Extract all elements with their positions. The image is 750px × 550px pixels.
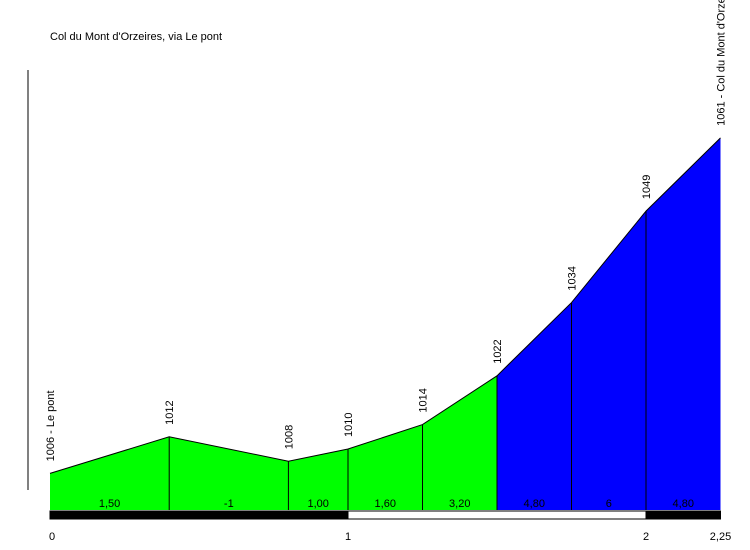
elevation-label: 1034 <box>567 266 579 290</box>
gradient-label: -1 <box>224 498 234 510</box>
elevation-label: 1006 - Le pont <box>45 390 57 461</box>
elevation-label: 1008 <box>283 425 295 449</box>
x-tick-label: 2,25 <box>710 531 731 543</box>
elevation-label: 1061 - Col du Mont d'Orzeires <box>716 0 728 126</box>
profile-segment <box>571 211 646 510</box>
profile-segment <box>646 137 721 510</box>
gradient-label: 1,50 <box>99 498 120 510</box>
gradient-label: 4,80 <box>524 498 545 510</box>
profile-segment <box>348 424 423 510</box>
profile-segment <box>497 302 572 510</box>
chart-title: Col du Mont d'Orzeires, via Le pont <box>50 31 223 43</box>
profile-segment <box>50 436 170 510</box>
gradient-label: 1,60 <box>375 498 396 510</box>
elevation-label: 1014 <box>418 388 430 412</box>
elevation-label: 1022 <box>492 339 504 363</box>
scale-bar-block <box>49 510 349 520</box>
gradient-label: 6 <box>606 498 612 510</box>
x-tick-label: 1 <box>345 531 351 543</box>
gradient-label: 3,20 <box>449 498 470 510</box>
profile-segment <box>422 375 497 510</box>
elevation-label: 1010 <box>343 413 355 437</box>
profile-segment <box>169 436 289 510</box>
gradient-label: 1,00 <box>307 498 328 510</box>
gradient-label: 4,80 <box>673 498 694 510</box>
x-tick-label: 0 <box>49 531 55 543</box>
elevation-label: 1012 <box>164 400 176 424</box>
x-tick-label: 2 <box>643 531 649 543</box>
scale-bar-block <box>645 510 721 520</box>
elevation-label: 1049 <box>641 175 653 199</box>
profile-segment <box>288 449 348 510</box>
scale-bar-block <box>347 510 647 520</box>
